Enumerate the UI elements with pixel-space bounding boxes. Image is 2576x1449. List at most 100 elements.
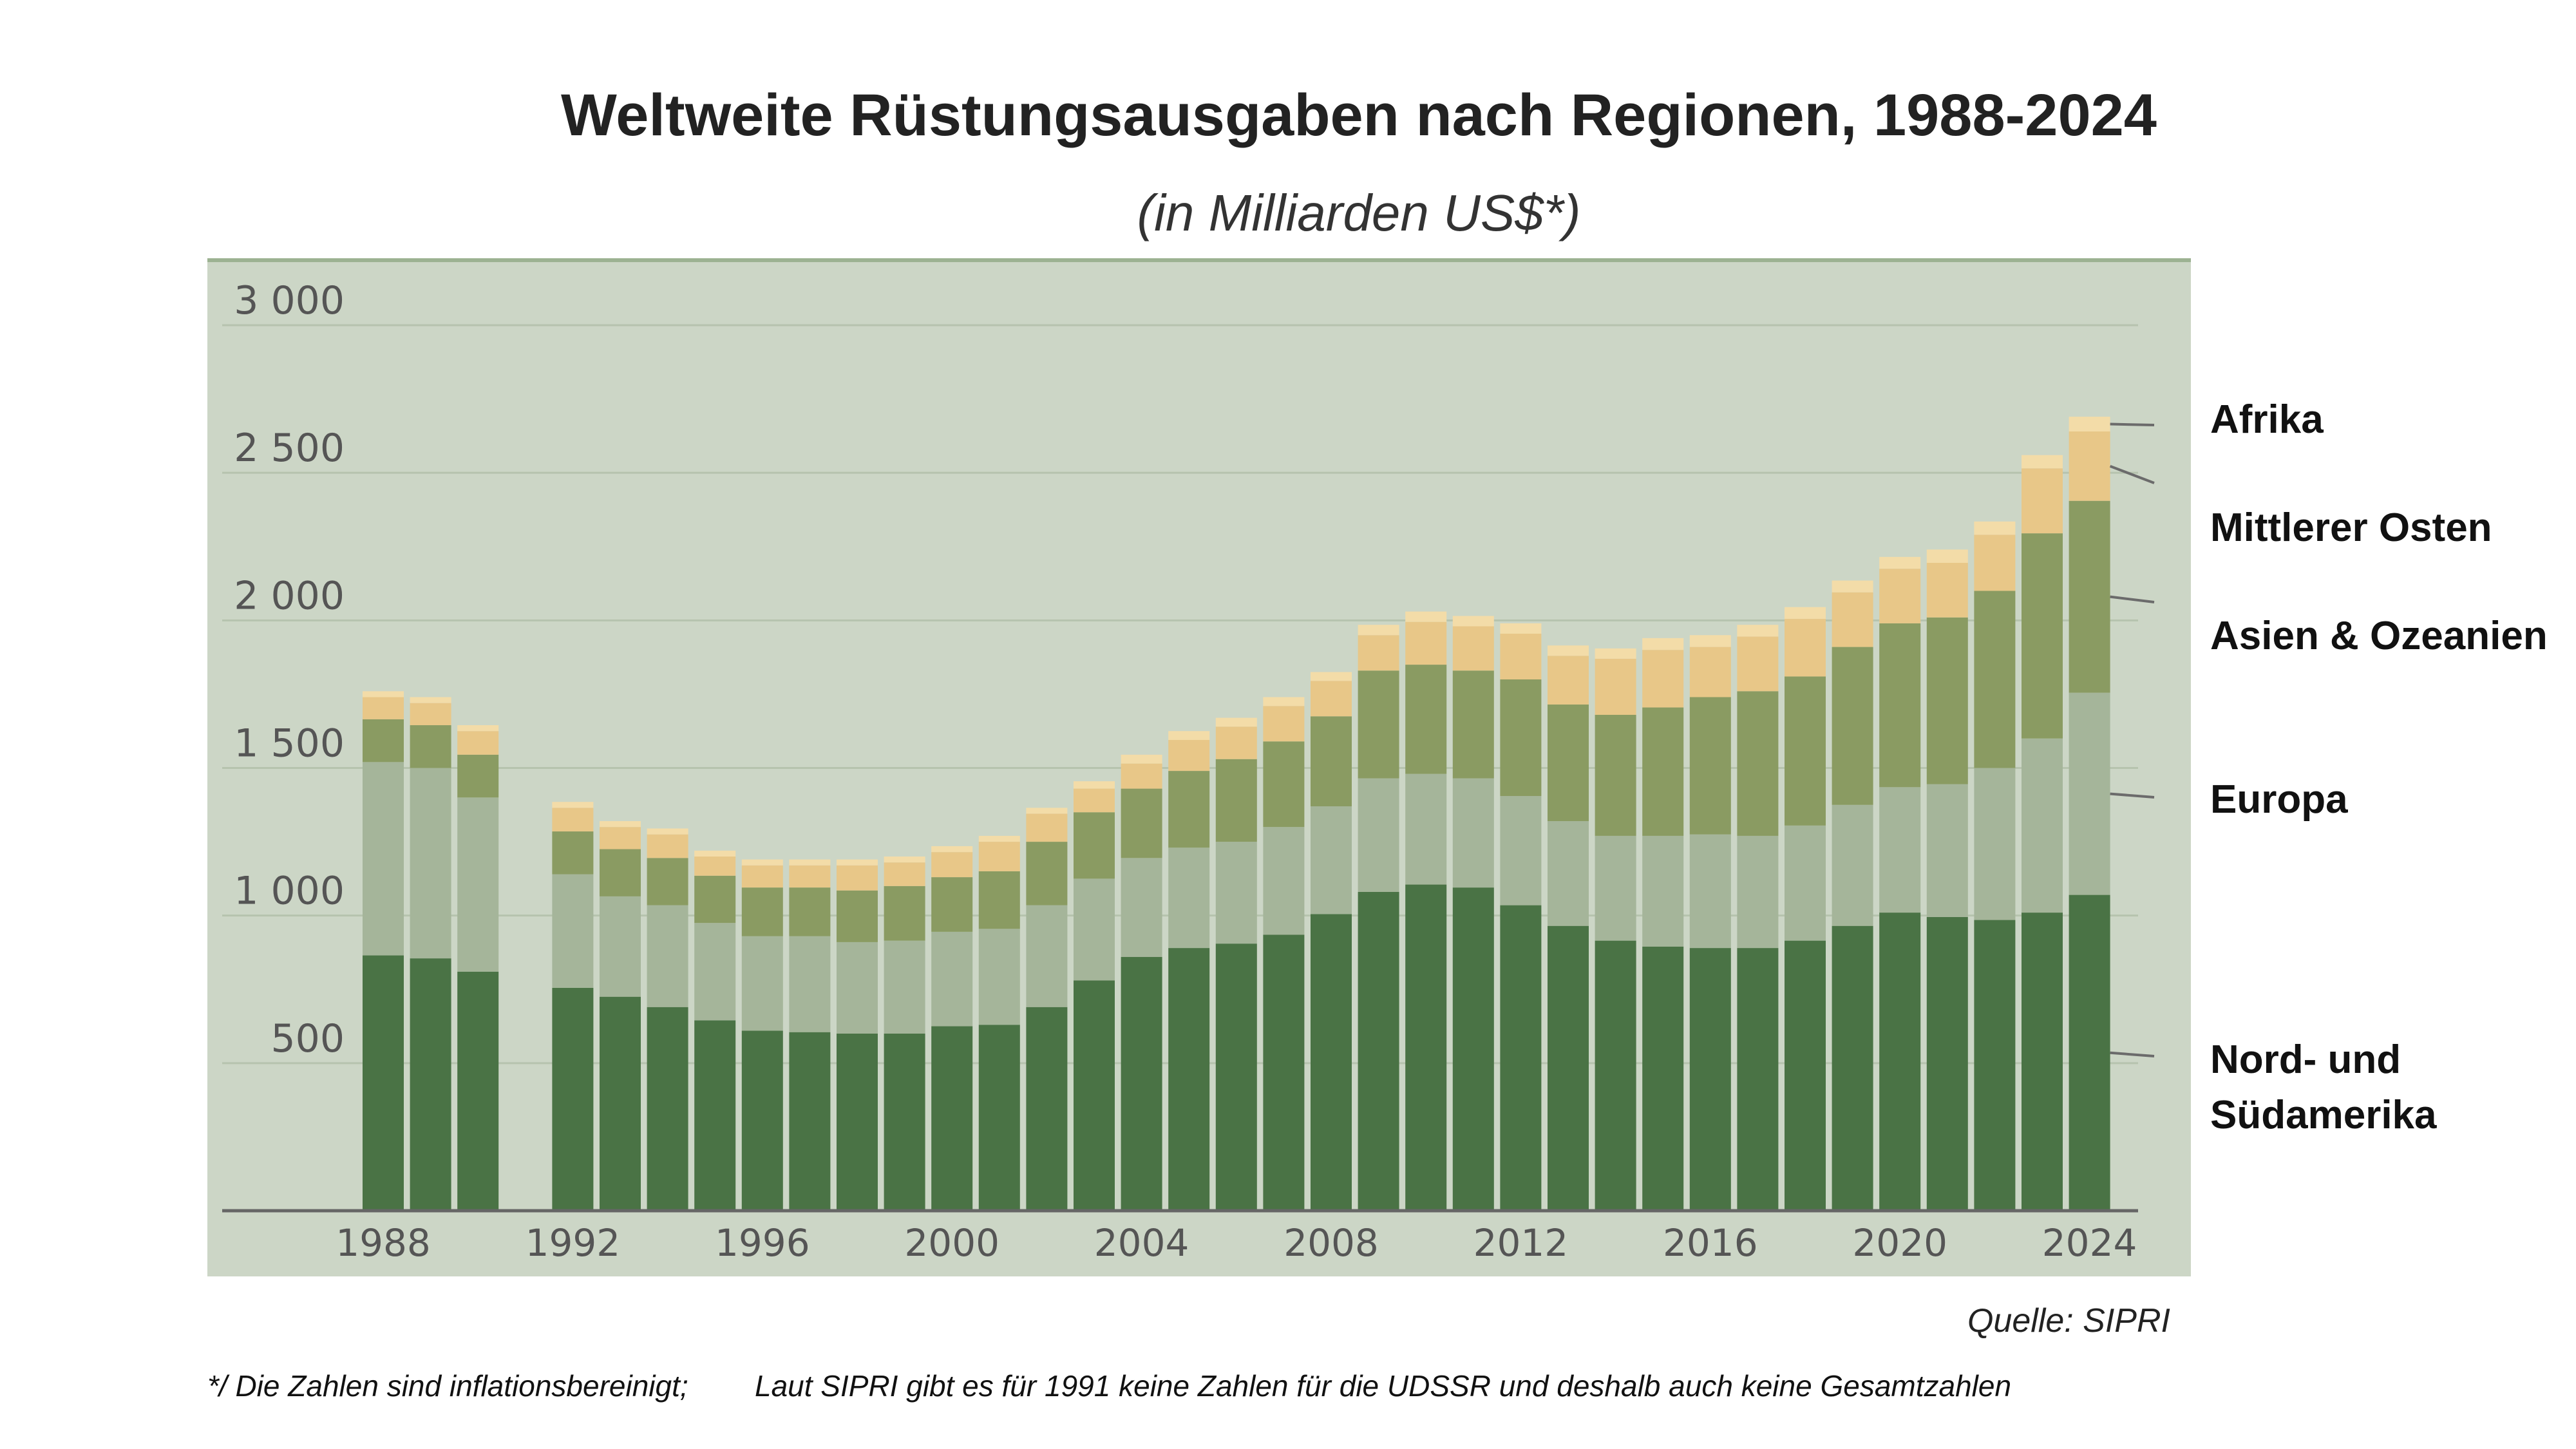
bar-2008-2 (1311, 716, 1352, 807)
bar-2021-1 (1926, 784, 1968, 917)
bar-2019-0 (1832, 925, 1873, 1211)
y-tick-label: 1 500 (234, 721, 345, 766)
footnote-udssr: Laut SIPRI gibt es für 1991 keine Zahlen… (755, 1369, 2011, 1403)
bar-1999-2 (884, 886, 925, 941)
bar-2017-4 (1737, 625, 1779, 637)
bar-2013-2 (1548, 704, 1589, 821)
bar-2020-4 (1879, 556, 1921, 569)
bar-2015-2 (1642, 707, 1684, 836)
bar-1996-0 (741, 1030, 783, 1211)
bar-2001-2 (978, 871, 1020, 929)
chart-subtitle: (in Milliarden US$*) (1137, 184, 1580, 242)
bar-2001-0 (978, 1025, 1020, 1211)
bar-1990-0 (457, 971, 499, 1211)
bar-2013-4 (1548, 645, 1589, 656)
bar-1995-0 (694, 1020, 736, 1211)
bar-2013-0 (1548, 925, 1589, 1211)
bar-1999-3 (884, 862, 925, 886)
x-tick-label: 2020 (1852, 1221, 1947, 1265)
bar-2007-2 (1263, 741, 1305, 828)
bar-2008-1 (1311, 806, 1352, 914)
bar-2009-1 (1358, 778, 1399, 892)
chart-title: Weltweite Rüstungsausgaben nach Regionen… (561, 82, 2157, 148)
x-tick-label: 1996 (715, 1221, 810, 1265)
bar-2012-2 (1500, 679, 1542, 797)
bar-1999-0 (884, 1034, 925, 1211)
bar-2009-0 (1358, 892, 1399, 1211)
bar-2016-4 (1689, 635, 1731, 647)
bar-2006-1 (1215, 842, 1257, 944)
x-tick-label: 2024 (2042, 1221, 2137, 1265)
legend-label: Asien & Ozeanien (2210, 614, 2548, 658)
bar-2007-4 (1263, 697, 1305, 706)
bar-2023-4 (2022, 455, 2063, 469)
bar-1993-3 (600, 827, 641, 849)
bar-2019-1 (1832, 804, 1873, 926)
bar-2010-3 (1405, 621, 1447, 665)
bar-2007-3 (1263, 706, 1305, 742)
bar-1989-1 (410, 768, 451, 959)
bar-2010-1 (1405, 773, 1447, 885)
legend-leader-line (2110, 595, 2155, 603)
bar-1990-4 (457, 725, 499, 732)
bar-2003-4 (1074, 781, 1115, 789)
bar-2011-2 (1452, 670, 1494, 779)
y-tick-label: 2 000 (234, 573, 345, 618)
bar-2021-4 (1926, 549, 1968, 563)
bar-2004-2 (1121, 788, 1162, 858)
bar-2020-0 (1879, 913, 1921, 1211)
legend-leader-line (2109, 464, 2155, 484)
x-tick-label: 2016 (1663, 1221, 1758, 1265)
bar-2010-2 (1405, 665, 1447, 774)
bar-2005-2 (1168, 771, 1210, 848)
bar-2018-0 (1785, 940, 1826, 1211)
bar-2015-1 (1642, 835, 1684, 947)
bar-1989-2 (410, 725, 451, 768)
bar-2002-2 (1026, 842, 1068, 905)
bar-2016-0 (1689, 948, 1731, 1211)
bar-1994-0 (647, 1007, 688, 1211)
legend: Afrika Mittlerer Osten Asien & Ozeanien Eur… (2109, 397, 2548, 1137)
legend-leader-line (2110, 792, 2155, 799)
x-tick-label: 2004 (1094, 1221, 1189, 1265)
bar-2000-3 (931, 852, 973, 878)
bar-1994-4 (647, 828, 688, 835)
bar-1993-2 (600, 849, 641, 896)
bar-2004-1 (1121, 858, 1162, 957)
x-tick-label: 2000 (904, 1221, 999, 1265)
bar-2005-0 (1168, 948, 1210, 1211)
bar-2015-4 (1642, 638, 1684, 650)
bar-2018-2 (1785, 676, 1826, 826)
bar-2007-0 (1263, 934, 1305, 1211)
legend-label: Europa (2210, 777, 2348, 822)
bar-2019-4 (1832, 580, 1873, 592)
bar-1993-0 (600, 996, 641, 1211)
bar-2014-3 (1595, 658, 1636, 715)
bar-1992-1 (552, 874, 594, 988)
y-tick-label: 500 (270, 1016, 345, 1061)
bar-2000-0 (931, 1026, 973, 1211)
x-tick-label: 1988 (336, 1221, 431, 1265)
bar-2012-0 (1500, 905, 1542, 1211)
bar-2023-0 (2022, 913, 2063, 1211)
bar-1988-3 (363, 697, 404, 719)
bar-2007-1 (1263, 827, 1305, 935)
bar-2019-2 (1832, 647, 1873, 805)
bar-2024-1 (2069, 692, 2110, 895)
bar-2022-3 (1974, 535, 2016, 591)
bar-2005-3 (1168, 739, 1210, 772)
bar-1998-0 (837, 1034, 878, 1211)
bar-2023-1 (2022, 738, 2063, 913)
x-axis-ticks: 1988 1992 1996 2000 2004 2008 2012 2016 2020 2024 (336, 1221, 2137, 1265)
y-tick-label: 3 000 (234, 278, 345, 323)
bar-2003-3 (1074, 788, 1115, 813)
bar-1992-0 (552, 987, 594, 1211)
source-note: Quelle: SIPRI (1967, 1302, 2170, 1340)
bar-2022-4 (1974, 521, 2016, 535)
bar-2016-2 (1689, 697, 1731, 835)
bar-2012-3 (1500, 633, 1542, 679)
y-tick-label: 1 000 (234, 869, 345, 914)
bar-1990-2 (457, 754, 499, 798)
bar-1998-4 (837, 859, 878, 866)
bar-1998-1 (837, 942, 878, 1034)
